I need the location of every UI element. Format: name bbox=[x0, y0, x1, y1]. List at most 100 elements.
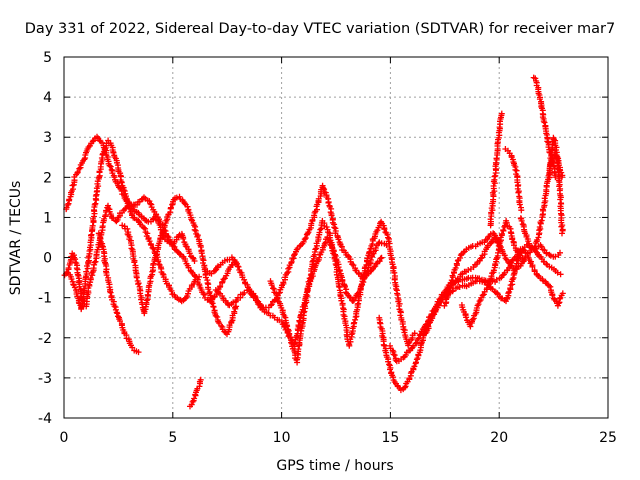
data-point-marker bbox=[363, 262, 370, 268]
data-point-marker bbox=[328, 212, 335, 219]
data-point-marker bbox=[415, 335, 422, 342]
x-tick-label: 15 bbox=[381, 430, 399, 446]
data-point-marker bbox=[267, 302, 274, 309]
data-point-marker bbox=[333, 271, 340, 278]
x-tick-label: 0 bbox=[60, 430, 69, 446]
data-point-marker bbox=[303, 293, 310, 300]
data-point-marker bbox=[378, 254, 385, 261]
data-point-marker bbox=[69, 182, 76, 189]
data-point-marker bbox=[558, 223, 565, 230]
data-point-marker bbox=[518, 207, 525, 214]
data-point-marker bbox=[351, 319, 358, 326]
data-point-marker bbox=[76, 165, 83, 172]
data-point-marker bbox=[391, 269, 398, 276]
data-point-marker bbox=[160, 226, 167, 233]
y-tick-label: 1 bbox=[43, 210, 52, 226]
data-point-marker bbox=[544, 138, 551, 145]
data-point-marker bbox=[519, 221, 526, 228]
data-point-marker bbox=[91, 259, 98, 266]
x-tick-labels: 0 5 10 15 20 25 bbox=[60, 430, 617, 446]
data-point-marker bbox=[557, 271, 564, 278]
data-point-marker bbox=[191, 226, 198, 233]
data-point-marker bbox=[349, 261, 356, 268]
data-point-marker bbox=[189, 254, 196, 261]
data-point-marker bbox=[197, 376, 204, 383]
data-point-marker bbox=[146, 238, 153, 245]
data-point-marker bbox=[457, 255, 464, 261]
data-point-marker bbox=[476, 298, 483, 305]
data-point-marker bbox=[194, 276, 201, 283]
data-point-marker bbox=[532, 243, 539, 250]
data-point-marker bbox=[191, 258, 198, 264]
data-point-marker bbox=[209, 300, 216, 307]
data-point-marker bbox=[500, 227, 507, 233]
data-point-marker bbox=[549, 141, 556, 148]
data-point-marker bbox=[66, 196, 73, 203]
data-point-marker bbox=[270, 285, 276, 292]
data-point-marker bbox=[217, 283, 224, 290]
data-point-marker bbox=[559, 230, 565, 237]
data-point-marker bbox=[164, 233, 171, 239]
data-point-marker bbox=[99, 242, 106, 249]
data-point-marker bbox=[184, 203, 191, 210]
data-point-marker bbox=[196, 273, 203, 280]
y-tick-label: -4 bbox=[38, 411, 52, 427]
data-point-marker bbox=[386, 361, 393, 368]
data-point-marker bbox=[543, 260, 550, 267]
data-point-marker bbox=[541, 119, 548, 126]
data-point-marker bbox=[182, 243, 189, 250]
data-point-marker bbox=[138, 296, 145, 303]
data-point-marker bbox=[377, 255, 384, 262]
y-tick-label: 2 bbox=[43, 170, 52, 186]
data-point-marker bbox=[111, 303, 118, 310]
data-point-marker bbox=[538, 217, 545, 224]
data-point-marker bbox=[124, 225, 131, 232]
data-point-marker bbox=[180, 235, 187, 242]
data-point-marker bbox=[155, 261, 162, 268]
series-track-15 bbox=[487, 110, 505, 229]
data-point-marker bbox=[488, 273, 495, 280]
data-point-marker bbox=[417, 331, 424, 338]
data-point-marker bbox=[64, 202, 71, 208]
data-point-marker bbox=[168, 287, 175, 294]
data-point-marker bbox=[515, 189, 522, 196]
data-point-marker bbox=[312, 246, 319, 253]
data-point-marker bbox=[147, 200, 154, 207]
data-point-marker bbox=[549, 292, 556, 299]
data-point-marker bbox=[529, 263, 536, 270]
data-point-marker bbox=[181, 200, 188, 207]
y-tick-label: -1 bbox=[38, 291, 52, 307]
data-point-marker bbox=[251, 292, 258, 299]
data-point-marker bbox=[134, 201, 140, 208]
data-point-marker bbox=[126, 205, 133, 212]
data-point-marker bbox=[338, 297, 345, 304]
data-point-marker bbox=[140, 224, 147, 231]
data-point-marker bbox=[390, 351, 397, 358]
data-point-marker bbox=[339, 278, 346, 284]
data-point-marker bbox=[520, 258, 527, 265]
data-point-marker bbox=[505, 259, 512, 265]
data-point-marker bbox=[381, 226, 388, 233]
data-point-marker bbox=[295, 346, 302, 353]
data-point-marker bbox=[345, 252, 351, 259]
data-point-marker bbox=[501, 252, 508, 259]
data-point-marker bbox=[348, 331, 355, 338]
data-point-marker bbox=[268, 301, 275, 308]
data-point-marker bbox=[232, 304, 239, 311]
data-point-marker bbox=[210, 304, 217, 310]
data-point-marker bbox=[98, 155, 105, 161]
data-point-marker bbox=[541, 195, 548, 202]
data-point-marker bbox=[156, 218, 163, 225]
data-point-marker bbox=[300, 309, 307, 316]
data-point-marker bbox=[302, 300, 309, 307]
y-tick-label: 0 bbox=[43, 251, 52, 267]
data-point-marker bbox=[498, 110, 505, 117]
data-point-marker bbox=[114, 310, 121, 317]
data-point-marker bbox=[221, 275, 228, 282]
chart-title: Day 331 of 2022, Sidereal Day-to-day VTE… bbox=[25, 21, 615, 37]
data-point-marker bbox=[467, 323, 474, 330]
y-tick-label: 5 bbox=[43, 50, 52, 66]
data-point-marker bbox=[495, 249, 501, 256]
